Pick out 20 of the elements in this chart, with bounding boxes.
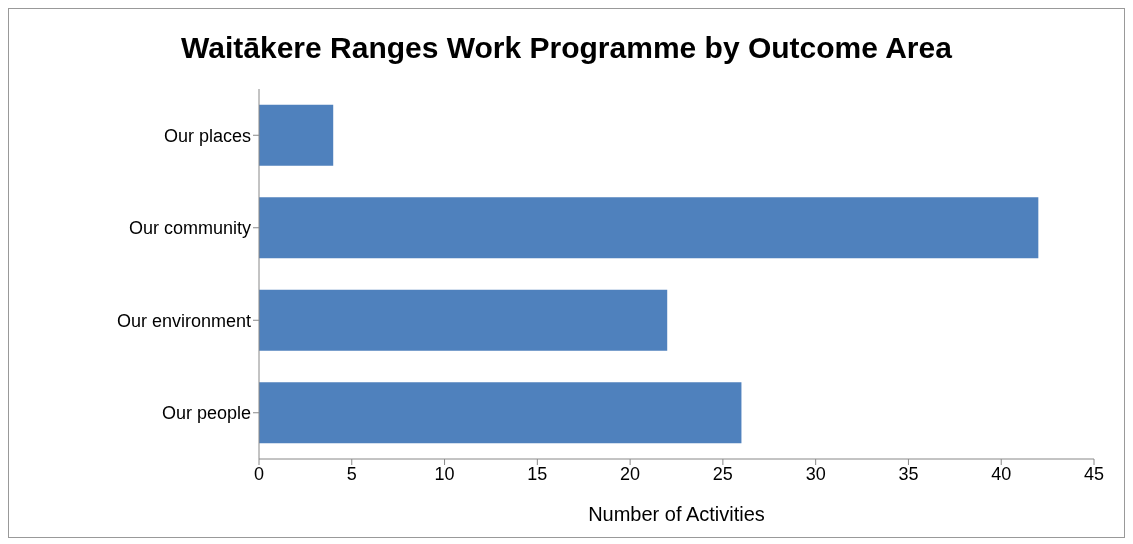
- x-tick-label: 35: [898, 463, 919, 484]
- bar: [259, 197, 1039, 259]
- x-tick-label: 15: [527, 463, 548, 484]
- y-tick-label: Our places: [163, 125, 251, 146]
- bar: [259, 382, 742, 444]
- x-tick-label: 5: [346, 463, 357, 484]
- bar: [259, 104, 334, 166]
- y-tick-label: Our environment: [116, 310, 251, 331]
- x-tick-label: 30: [805, 463, 826, 484]
- x-tick-label: 10: [434, 463, 455, 484]
- x-tick-label: 0: [253, 463, 265, 484]
- x-tick-label: 20: [620, 463, 641, 484]
- y-tick-label: Our community: [128, 218, 251, 239]
- y-tick-label: Our people: [161, 403, 251, 424]
- x-tick-label: 25: [712, 463, 733, 484]
- bar: [259, 289, 668, 351]
- x-tick-label: 45: [1083, 463, 1105, 484]
- x-axis-title: Number of Activities: [588, 503, 765, 525]
- chart-title: Waitākere Ranges Work Programme by Outcome Area: [180, 31, 953, 65]
- x-tick-label: 40: [991, 463, 1012, 484]
